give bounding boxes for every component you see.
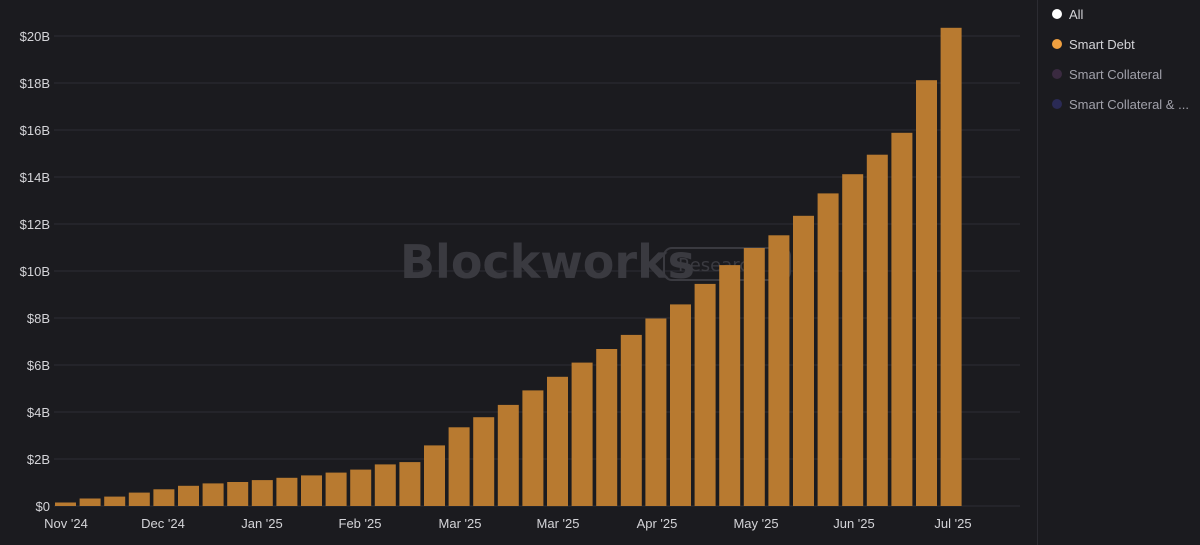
bar[interactable] xyxy=(325,472,347,506)
legend-item-smart-collateral[interactable]: Smart Collateral xyxy=(1052,65,1197,83)
bar[interactable] xyxy=(448,427,470,506)
legend-item-smart-debt[interactable]: Smart Debt xyxy=(1052,35,1197,53)
bar[interactable] xyxy=(202,483,224,506)
bar[interactable] xyxy=(817,193,839,506)
bar[interactable] xyxy=(645,318,667,507)
watermark: Blockworks Research xyxy=(400,235,791,289)
x-tick-label: Jan '25 xyxy=(241,516,283,531)
bar[interactable] xyxy=(473,417,495,506)
smart-debt-bar-chart: Blockworks Research $0 $2B $4B $6B $8B $10B $1… xyxy=(20,27,1020,531)
bar[interactable] xyxy=(670,304,691,506)
x-tick-label: Feb '25 xyxy=(339,516,382,531)
legend-dot-icon xyxy=(1052,9,1062,19)
bar[interactable] xyxy=(374,464,396,506)
bar[interactable] xyxy=(940,27,962,507)
bars xyxy=(55,27,962,507)
legend-item-smart-collateral-debt[interactable]: Smart Collateral & ... xyxy=(1052,95,1197,113)
bar[interactable] xyxy=(497,404,519,506)
y-tick-label: $14B xyxy=(20,170,50,185)
chart-area: Blockworks Research $0 $2B $4B $6B $8B $10B $1… xyxy=(20,27,1020,531)
grid-lines xyxy=(54,35,1020,507)
bar[interactable] xyxy=(251,480,273,506)
bar[interactable] xyxy=(79,498,101,507)
bar[interactable] xyxy=(227,482,249,506)
bar[interactable] xyxy=(768,235,790,507)
x-tick-label: Jul '25 xyxy=(934,516,971,531)
bar[interactable] xyxy=(153,489,175,506)
legend: All Smart Debt Smart Collateral Smart Co… xyxy=(1052,5,1197,125)
bar[interactable] xyxy=(104,496,126,506)
legend-dot-icon xyxy=(1052,39,1062,49)
legend-dot-icon xyxy=(1052,69,1062,79)
bar[interactable] xyxy=(719,265,741,506)
y-tick-label: $10B xyxy=(20,264,50,279)
bar[interactable] xyxy=(128,492,150,506)
bar[interactable] xyxy=(743,248,765,506)
x-tick-label: Jun '25 xyxy=(833,516,875,531)
bar[interactable] xyxy=(301,475,322,506)
y-tick-label: $12B xyxy=(20,217,50,232)
bar[interactable] xyxy=(866,154,888,506)
y-tick-label: $6B xyxy=(27,358,50,373)
y-tick-label: $16B xyxy=(20,123,50,138)
legend-label-smart-collateral-debt: Smart Collateral & ... xyxy=(1069,96,1189,112)
watermark-brand: Blockworks xyxy=(400,235,695,289)
bar[interactable] xyxy=(596,349,618,506)
x-tick-label: Apr '25 xyxy=(637,516,678,531)
bar[interactable] xyxy=(916,80,937,506)
panel-divider xyxy=(1037,0,1038,545)
x-tick-label: Dec '24 xyxy=(141,516,185,531)
bar[interactable] xyxy=(399,462,421,506)
legend-label-all: All xyxy=(1069,6,1084,22)
y-tick-label: $8B xyxy=(27,311,50,326)
x-tick-label: Mar '25 xyxy=(537,516,580,531)
bar[interactable] xyxy=(424,445,445,506)
bar[interactable] xyxy=(694,283,716,506)
bar[interactable] xyxy=(842,174,864,506)
bar[interactable] xyxy=(891,132,913,507)
y-axis-ticks: $0 $2B $4B $6B $8B $10B $12B $14B $16B $18B $20B xyxy=(20,29,50,514)
y-tick-label: $20B xyxy=(20,29,50,44)
bar[interactable] xyxy=(620,334,642,506)
bar[interactable] xyxy=(522,390,544,506)
legend-label-smart-debt: Smart Debt xyxy=(1069,36,1135,52)
y-tick-label: $2B xyxy=(27,452,50,467)
bar[interactable] xyxy=(547,376,568,507)
legend-label-smart-collateral: Smart Collateral xyxy=(1069,66,1163,82)
x-axis-ticks: Nov '24 Dec '24 Jan '25 Feb '25 Mar '25 Mar '… xyxy=(44,516,971,531)
bar[interactable] xyxy=(276,477,298,506)
y-tick-label: $4B xyxy=(27,405,50,420)
bar[interactable] xyxy=(571,362,593,506)
bar[interactable] xyxy=(350,469,372,506)
x-tick-label: Nov '24 xyxy=(44,516,88,531)
bar[interactable] xyxy=(793,215,814,507)
legend-dot-icon xyxy=(1052,99,1062,109)
bar[interactable] xyxy=(55,502,76,507)
y-tick-label: $18B xyxy=(20,76,50,91)
y-tick-label: $0 xyxy=(36,499,50,514)
bar[interactable] xyxy=(178,485,199,506)
legend-item-all[interactable]: All xyxy=(1052,5,1197,23)
x-tick-label: May '25 xyxy=(733,516,778,531)
x-tick-label: Mar '25 xyxy=(439,516,482,531)
